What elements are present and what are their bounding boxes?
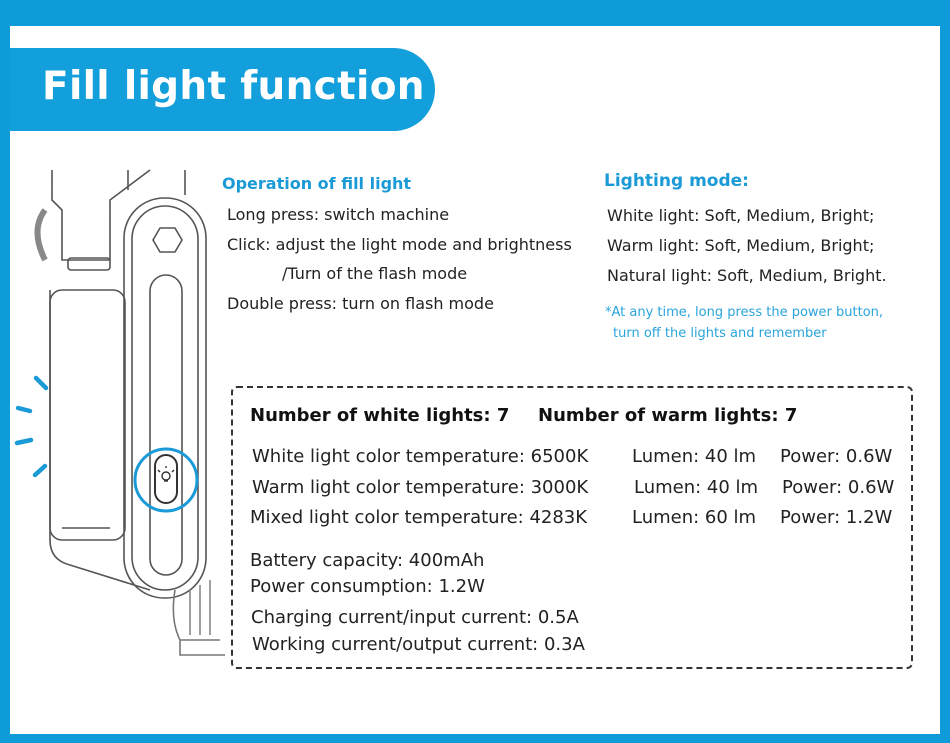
spec-temp: White light color temperature: 6500K xyxy=(252,446,589,467)
spec-lumen: Lumen: 40 lm xyxy=(632,446,757,467)
content-card xyxy=(10,26,940,734)
spec-lumen: Lumen: 40 lm xyxy=(634,477,759,498)
page-title: Fill light function xyxy=(42,64,425,109)
light-bulb-icon xyxy=(157,466,175,482)
fill-light-device-illustration xyxy=(14,169,225,656)
operation-heading: Operation of fill light xyxy=(222,174,412,193)
working-current: Working current/output current: 0.3A xyxy=(252,634,585,655)
warm-light-count: Number of warm lights: 7 xyxy=(538,405,798,426)
lighting-mode-heading: Lighting mode: xyxy=(604,171,749,191)
spec-temp: Warm light color temperature: 3000K xyxy=(252,477,589,498)
battery-capacity: Battery capacity: 400mAh xyxy=(250,550,485,571)
operation-line: /Turn of the flash mode xyxy=(282,264,468,283)
spec-power: Power: 0.6W xyxy=(780,446,893,467)
operation-line: Click: adjust the light mode and brightn… xyxy=(227,235,572,254)
specifications-box xyxy=(231,386,913,669)
spec-temp: Mixed light color temperature: 4283K xyxy=(250,507,588,528)
spec-lumen: Lumen: 60 lm xyxy=(632,507,757,528)
lighting-mode-line: Warm light: Soft, Medium, Bright; xyxy=(607,236,875,255)
power-note: turn off the lights and remember xyxy=(613,326,827,341)
power-consumption: Power consumption: 1.2W xyxy=(250,576,485,597)
spec-power: Power: 0.6W xyxy=(782,477,895,498)
light-rays-icon xyxy=(14,375,49,478)
operation-line: Double press: turn on flash mode xyxy=(227,294,494,313)
lighting-mode-line: Natural light: Soft, Medium, Bright. xyxy=(607,266,887,285)
lighting-mode-line: White light: Soft, Medium, Bright; xyxy=(607,206,875,225)
operation-line: Long press: switch machine xyxy=(227,205,450,224)
charging-current: Charging current/input current: 0.5A xyxy=(251,607,579,628)
power-note: *At any time, long press the power butto… xyxy=(605,305,884,320)
white-light-count: Number of white lights: 7 xyxy=(250,405,510,426)
title-banner: Fill light function xyxy=(10,48,435,131)
spec-power: Power: 1.2W xyxy=(780,507,893,528)
